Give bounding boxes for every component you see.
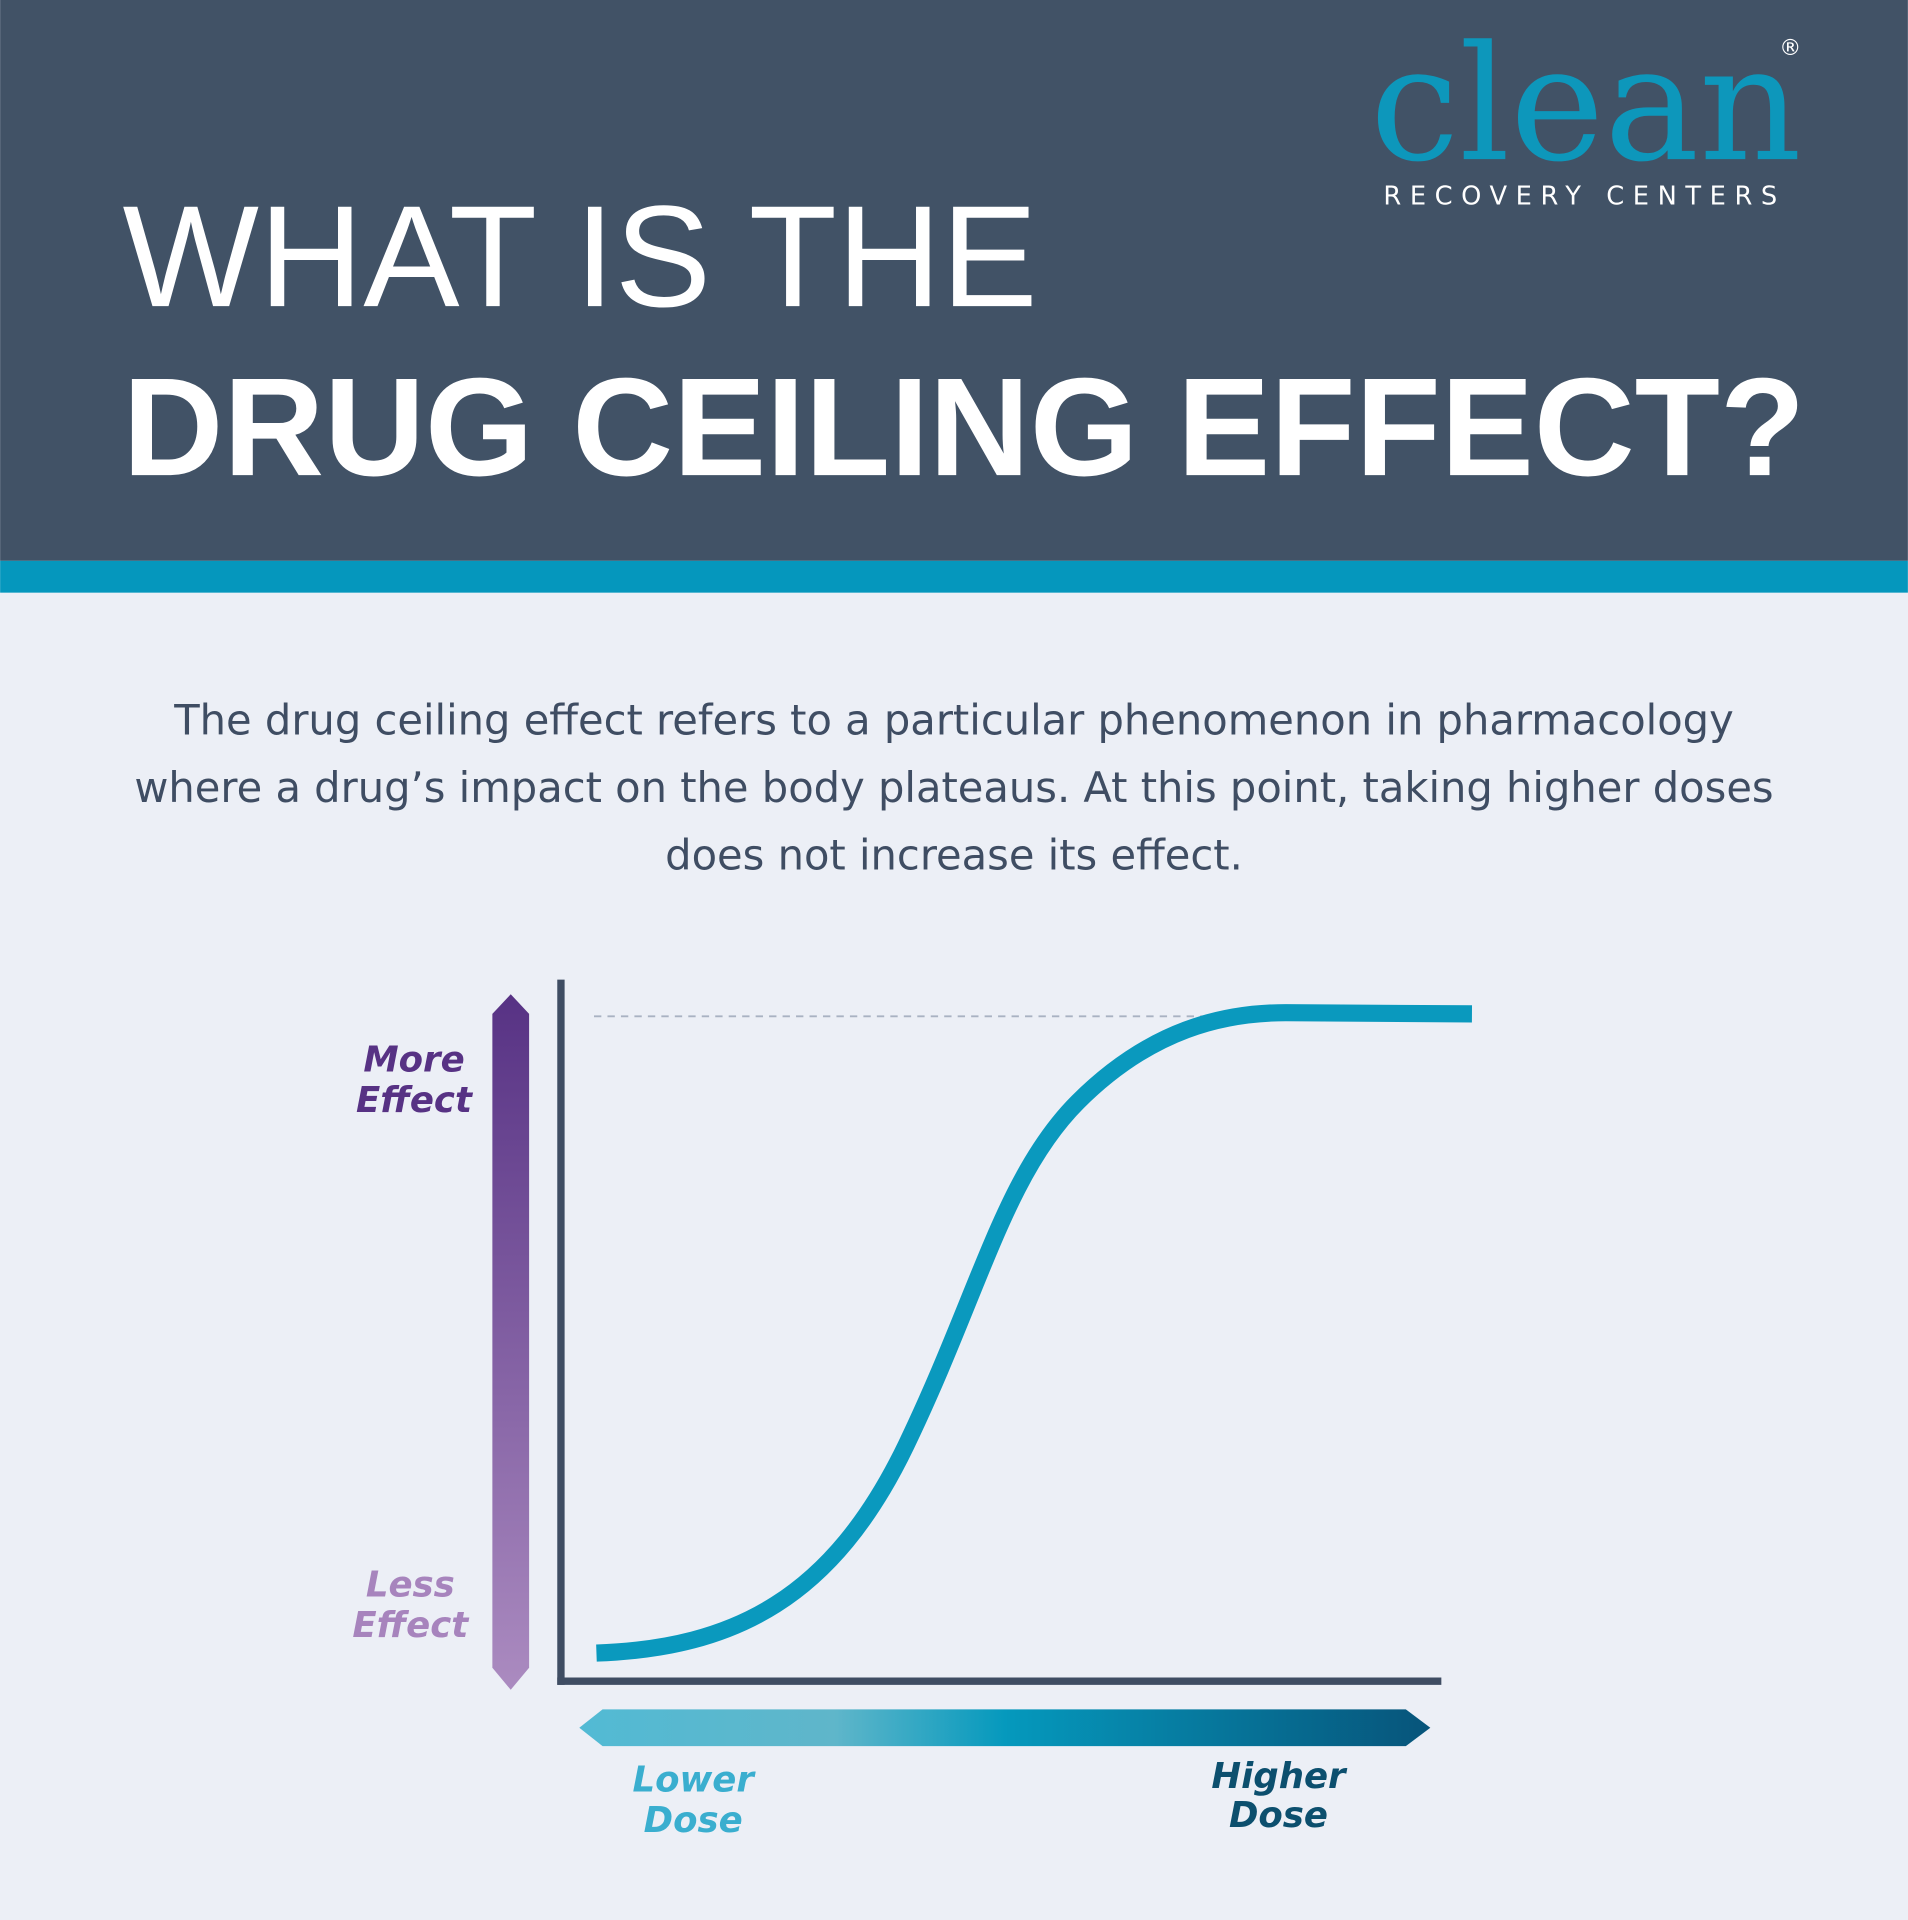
header-band	[0, 0, 1908, 561]
title-line: DRUG CEILING EFFECT?	[123, 349, 1806, 505]
description-line: where a drug’s impact on the body platea…	[134, 763, 1773, 812]
more-effect-label: Effect	[356, 1080, 474, 1121]
description: The drug ceiling effect refers to a part…	[134, 696, 1773, 880]
tagline: RECOVERY CENTERS	[1383, 181, 1785, 211]
description-line: The drug ceiling effect refers to a part…	[173, 696, 1734, 745]
less-effect-label: Effect	[352, 1605, 470, 1646]
less-effect-label: Less	[366, 1565, 455, 1606]
registered-mark: ®	[1779, 36, 1801, 61]
more-effect-label: More	[363, 1039, 464, 1080]
dose-response-curve	[596, 1004, 1473, 1662]
title-line: WHAT IS THE	[123, 175, 1038, 337]
higher-dose-label: Dose	[1229, 1795, 1328, 1836]
higher-dose-label: Higher	[1211, 1756, 1348, 1797]
description-line: does not increase its effect.	[665, 830, 1243, 879]
lower-dose-label: Dose	[644, 1800, 743, 1841]
lower-dose-label: Lower	[632, 1759, 756, 1800]
effect-arrow	[492, 994, 530, 1690]
logo: clean	[1370, 11, 1802, 197]
dose-arrow	[579, 1709, 1431, 1747]
accent-stripe	[0, 560, 1908, 593]
